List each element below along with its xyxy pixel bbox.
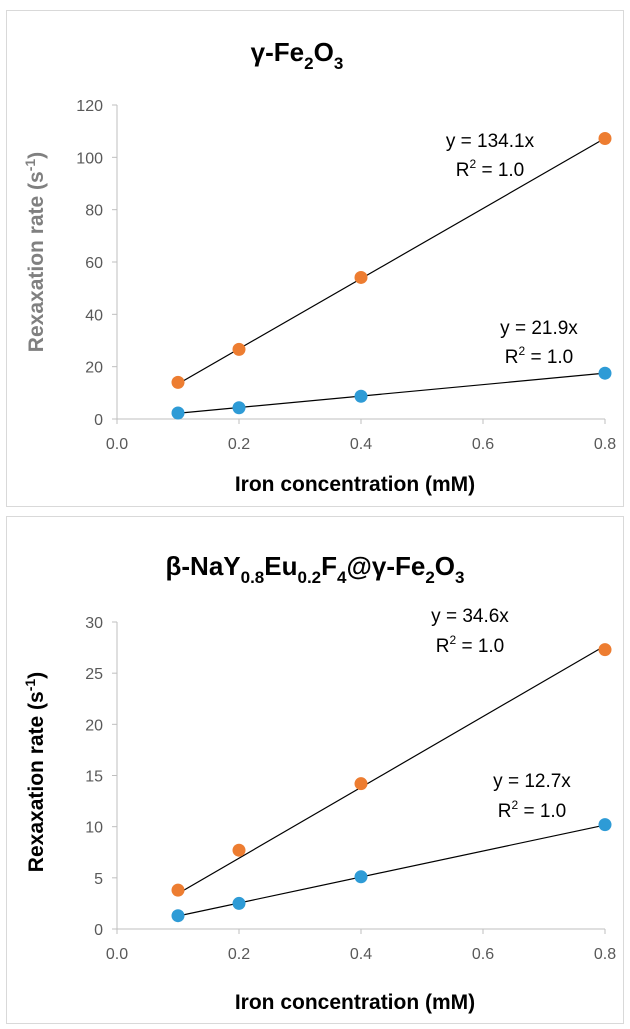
data-point xyxy=(232,843,246,857)
y-tick-label: 100 xyxy=(76,150,103,167)
r-squared-label: R2 = 1.0 xyxy=(498,798,567,822)
data-point xyxy=(171,406,185,420)
y-tick-label: 10 xyxy=(85,820,103,837)
chart-panel-bottom: 0 5 10 15 20 25 30 0.0 0.2 0.4 0.6 0.8 β-NaY0.8Eu0.2… xyxy=(6,516,624,1024)
chart-svg-bottom: 0 5 10 15 20 25 30 0.0 0.2 0.4 0.6 0.8 β-NaY0.8Eu0.2… xyxy=(22,551,616,1014)
x-tick-label: 0.0 xyxy=(106,946,128,963)
x-tick-label: 0.6 xyxy=(472,946,494,963)
y-tick-label: 40 xyxy=(85,307,103,324)
data-point xyxy=(354,870,368,884)
x-tick-label: 0.8 xyxy=(594,946,616,963)
y-tick-label: 5 xyxy=(94,871,103,888)
series-orange xyxy=(171,131,612,389)
y-axis-title: Rexaxation rate (s-1) xyxy=(22,152,48,352)
y-tick-label: 20 xyxy=(85,717,103,734)
r-squared-label: R2 = 1.0 xyxy=(456,157,525,181)
y-tick-label: 30 xyxy=(85,615,103,632)
data-point xyxy=(354,389,368,403)
data-point xyxy=(598,818,612,832)
chart-panel-top: 0 20 40 60 80 100 120 0.0 0.2 0.4 0.6 0.8 γ-Fe2O3 Iro… xyxy=(6,10,624,507)
x-axis-title: Iron concentration (mM) xyxy=(235,991,475,1014)
x-tick-label: 0.2 xyxy=(228,946,250,963)
y-axis-title: Rexaxation rate (s-1) xyxy=(22,672,48,872)
trendline-equation: y = 12.7x xyxy=(493,771,571,792)
y-tick-label: 80 xyxy=(85,203,103,220)
data-point xyxy=(598,131,612,145)
y-tick-label: 20 xyxy=(85,360,103,377)
series-orange xyxy=(171,643,612,897)
trendline-equation: y = 21.9x xyxy=(500,318,578,339)
y-tick-label: 60 xyxy=(85,255,103,272)
data-point xyxy=(354,777,368,791)
y-tick-label: 15 xyxy=(85,769,103,786)
x-tick-label: 0.4 xyxy=(350,436,372,453)
r-squared-label: R2 = 1.0 xyxy=(436,633,505,657)
y-tick-label: 0 xyxy=(94,412,103,429)
data-point xyxy=(232,342,246,356)
x-tick-label: 0.6 xyxy=(472,436,494,453)
chart-title: β-NaY0.8Eu0.2F4@γ-Fe2O3 xyxy=(166,551,465,587)
x-tick-label: 0.2 xyxy=(228,436,250,453)
trendline xyxy=(177,824,606,917)
y-tick-label: 25 xyxy=(85,666,103,683)
trendline-equation: y = 134.1x xyxy=(446,131,535,152)
data-point xyxy=(354,270,368,284)
trendline-equation: y = 34.6x xyxy=(431,606,509,627)
data-point xyxy=(171,909,185,923)
trendline xyxy=(177,645,606,895)
chart-title: γ-Fe2O3 xyxy=(251,37,344,73)
x-tick-label: 0.8 xyxy=(594,436,616,453)
chart-svg-top: 0 20 40 60 80 100 120 0.0 0.2 0.4 0.6 0.8 γ-Fe2O3 Iro… xyxy=(22,37,616,496)
trendline xyxy=(177,372,606,414)
data-point xyxy=(598,366,612,380)
data-point xyxy=(598,643,612,657)
series-blue xyxy=(171,818,612,923)
x-tick-label: 0.0 xyxy=(106,436,128,453)
trendline xyxy=(177,137,606,385)
r-squared-label: R2 = 1.0 xyxy=(505,344,574,368)
data-point xyxy=(232,401,246,415)
series-blue xyxy=(171,366,612,420)
x-axis-title: Iron concentration (mM) xyxy=(235,473,475,496)
y-tick-label: 0 xyxy=(94,922,103,939)
y-tick-label: 120 xyxy=(76,98,103,115)
data-point xyxy=(232,896,246,910)
data-point xyxy=(171,375,185,389)
data-point xyxy=(171,883,185,897)
x-tick-label: 0.4 xyxy=(350,946,372,963)
